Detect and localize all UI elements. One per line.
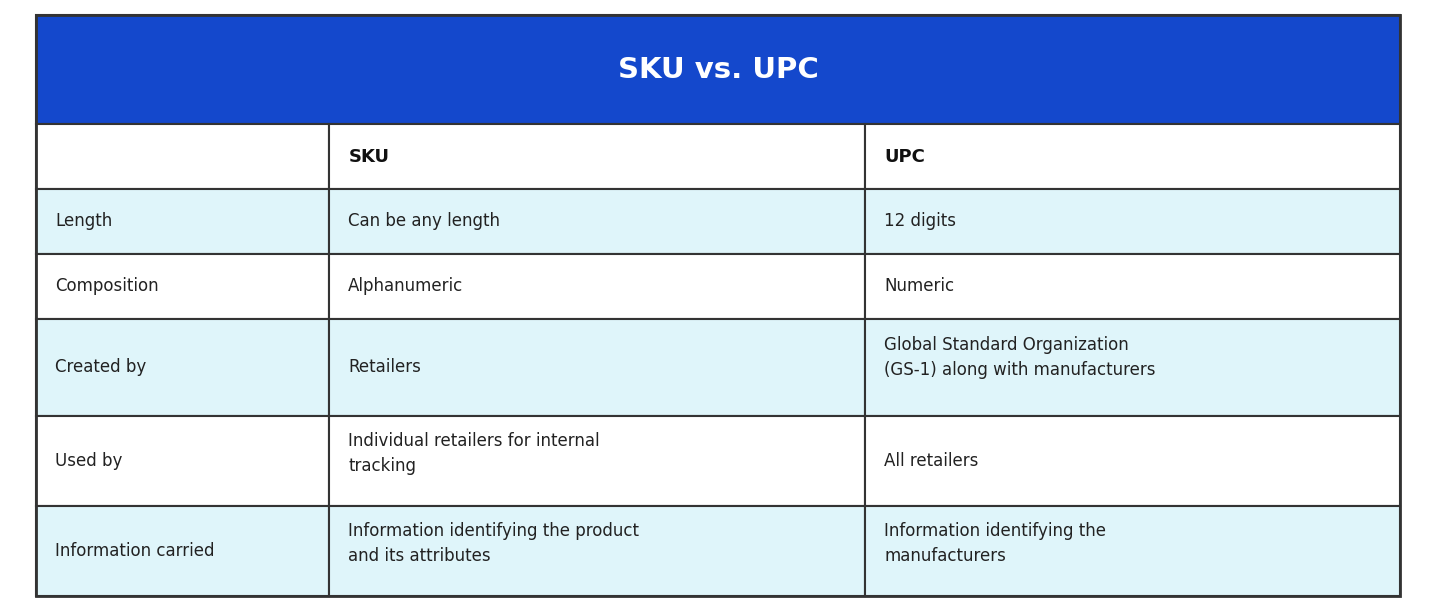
- FancyBboxPatch shape: [36, 506, 329, 596]
- Text: Created by: Created by: [55, 358, 146, 376]
- Text: Alphanumeric: Alphanumeric: [349, 277, 464, 295]
- Text: All retailers: All retailers: [885, 452, 979, 470]
- FancyBboxPatch shape: [866, 415, 1400, 506]
- Text: Information identifying the product
and its attributes: Information identifying the product and …: [349, 522, 639, 565]
- FancyBboxPatch shape: [866, 124, 1400, 189]
- Text: Information carried: Information carried: [55, 542, 214, 560]
- FancyBboxPatch shape: [36, 415, 329, 506]
- Text: Length: Length: [55, 213, 112, 230]
- FancyBboxPatch shape: [36, 254, 329, 318]
- Text: Information identifying the
manufacturers: Information identifying the manufacturer…: [885, 522, 1106, 565]
- FancyBboxPatch shape: [36, 124, 329, 189]
- Text: SKU vs. UPC: SKU vs. UPC: [617, 56, 819, 84]
- Text: Composition: Composition: [55, 277, 158, 295]
- Text: Global Standard Organization
(GS-1) along with manufacturers: Global Standard Organization (GS-1) alon…: [885, 336, 1156, 379]
- FancyBboxPatch shape: [329, 415, 866, 506]
- Text: UPC: UPC: [885, 148, 925, 166]
- Text: SKU: SKU: [349, 148, 389, 166]
- Text: Numeric: Numeric: [885, 277, 955, 295]
- FancyBboxPatch shape: [36, 15, 1400, 124]
- FancyBboxPatch shape: [329, 254, 866, 318]
- FancyBboxPatch shape: [866, 506, 1400, 596]
- Text: 12 digits: 12 digits: [885, 213, 956, 230]
- FancyBboxPatch shape: [329, 506, 866, 596]
- Text: Can be any length: Can be any length: [349, 213, 500, 230]
- FancyBboxPatch shape: [329, 189, 866, 254]
- FancyBboxPatch shape: [329, 124, 866, 189]
- Text: Retailers: Retailers: [349, 358, 421, 376]
- FancyBboxPatch shape: [36, 318, 329, 415]
- Text: Individual retailers for internal
tracking: Individual retailers for internal tracki…: [349, 432, 600, 475]
- FancyBboxPatch shape: [866, 318, 1400, 415]
- Text: Used by: Used by: [55, 452, 122, 470]
- FancyBboxPatch shape: [329, 318, 866, 415]
- FancyBboxPatch shape: [866, 189, 1400, 254]
- FancyBboxPatch shape: [36, 189, 329, 254]
- FancyBboxPatch shape: [866, 254, 1400, 318]
